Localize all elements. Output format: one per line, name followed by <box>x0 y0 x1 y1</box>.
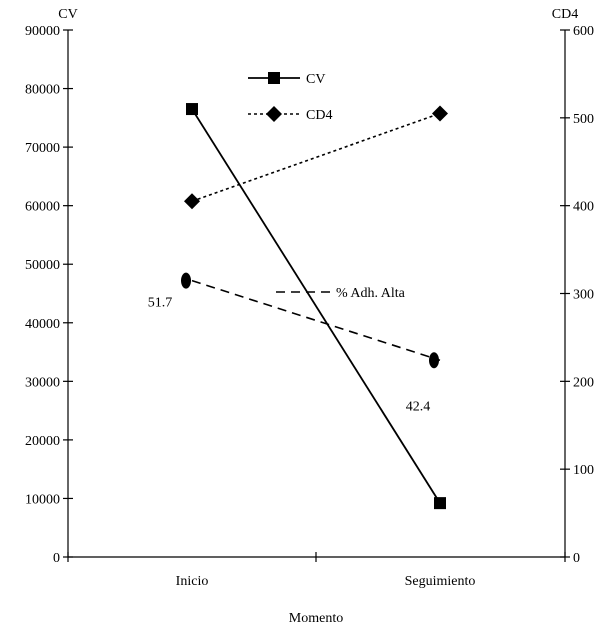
y-left-tick-label: 30000 <box>25 375 60 390</box>
legend-label: % Adh. Alta <box>336 286 406 301</box>
data-label: 51.7 <box>148 296 173 311</box>
x-tick-label: Seguimiento <box>405 574 476 589</box>
legend-marker <box>266 106 282 122</box>
data-point <box>181 272 191 289</box>
series-line <box>191 112 441 203</box>
y-left-tick-label: 60000 <box>25 200 60 215</box>
data-point <box>432 105 448 122</box>
y-left-tick-label: 50000 <box>25 258 60 273</box>
legend-entry: CV <box>248 72 325 87</box>
series-line <box>191 279 441 362</box>
data-point <box>186 103 198 116</box>
data-point <box>184 193 200 210</box>
series-cd4 <box>184 105 448 210</box>
y-left-tick-label: 80000 <box>25 83 60 98</box>
series-line <box>191 108 441 504</box>
series-cv <box>186 103 446 510</box>
legend: CV CD4 % Adh. Alta <box>248 72 406 301</box>
data-point <box>434 497 446 510</box>
legend-entry: % Adh. Alta <box>276 286 406 301</box>
series-layer: 51.7 42.4 <box>148 103 448 510</box>
x-axis-title: Momento <box>289 611 343 626</box>
data-label: 42.4 <box>406 399 431 414</box>
y-right-tick-label: 400 <box>573 200 594 215</box>
x-tick-label: Inicio <box>176 574 209 589</box>
legend-marker <box>268 72 280 84</box>
y-right-tick-label: 100 <box>573 463 594 478</box>
y-left-tick-label: 0 <box>53 551 60 566</box>
y-right-axis-title: CD4 <box>552 7 578 22</box>
y-right-tick-label: 200 <box>573 375 594 390</box>
series-adh-alta: 51.7 42.4 <box>148 272 441 414</box>
legend-label: CD4 <box>306 108 332 123</box>
y-right-tick-label: 600 <box>573 24 594 39</box>
y-right-tick-label: 300 <box>573 288 594 303</box>
legend-label: CV <box>306 72 325 87</box>
legend-entry: CD4 <box>248 106 332 123</box>
y-left-tick-label: 70000 <box>25 141 60 156</box>
y-right-tick-label: 0 <box>573 551 580 566</box>
axes: 0 10000 20000 30000 40000 50000 60000 70000 8000… <box>25 24 594 589</box>
y-right-tick-label: 500 <box>573 112 594 127</box>
data-point <box>429 352 439 369</box>
y-left-tick-label: 40000 <box>25 317 60 332</box>
y-left-tick-label: 10000 <box>25 492 60 507</box>
y-left-axis-title: CV <box>58 7 77 22</box>
y-left-tick-label: 20000 <box>25 434 60 449</box>
y-left-tick-label: 90000 <box>25 24 60 39</box>
